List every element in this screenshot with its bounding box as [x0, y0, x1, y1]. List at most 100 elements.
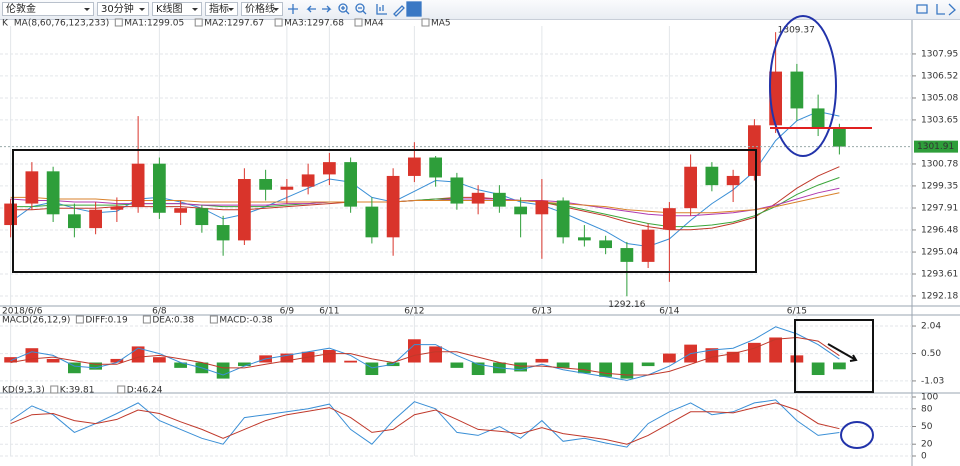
macd-bar: [769, 337, 782, 363]
macd-bar: [110, 358, 124, 363]
macd-bar: [344, 360, 357, 363]
price-line-select[interactable]: 价格线: [241, 2, 283, 16]
candle-body: [429, 157, 442, 178]
macd-bar: [323, 349, 336, 363]
macd-bar: [811, 362, 825, 376]
candle-body: [301, 174, 315, 187]
legend-check: [117, 385, 126, 394]
candle-body: [323, 162, 336, 175]
candle-body: [46, 171, 60, 215]
y-tick-label: 1299.35: [921, 181, 958, 191]
period-select[interactable]: 30分钟: [97, 2, 149, 16]
candle-body: [663, 208, 676, 230]
macd-bar: [450, 362, 464, 368]
candle-body: [259, 179, 272, 190]
legend-entry: K:39.81: [60, 386, 95, 396]
macd-bar: [556, 362, 570, 368]
indicator-line: [10, 326, 840, 381]
indicator-select[interactable]: 指标: [205, 2, 238, 16]
frame: [0, 20, 960, 466]
macd-bar: [641, 362, 655, 367]
x-tick-label: 6/11: [319, 307, 339, 317]
candle-body: [556, 200, 570, 238]
indicator-label: K: [2, 19, 9, 29]
macd-bar: [599, 362, 612, 377]
macd-bar: [620, 362, 634, 379]
high-label: 1309.37: [778, 26, 815, 36]
macd-bar: [408, 339, 421, 363]
macd-bar: [790, 355, 804, 363]
candle-body: [705, 166, 719, 186]
legend-entry: MA4: [364, 19, 384, 29]
last-price-box: [914, 140, 958, 153]
range-box: [12, 149, 757, 273]
x-tick-label: 6/13: [532, 307, 552, 317]
macd-bar: [216, 362, 230, 379]
low-label: 1292.16: [608, 300, 645, 310]
indicator-label: KD(9,3,3): [2, 386, 45, 396]
macd-box: [794, 319, 874, 393]
last-price-label: 1301.91: [917, 142, 954, 152]
symbol-select[interactable]: 伦敦金: [2, 2, 94, 16]
y-tick-label: 1293.61: [921, 270, 958, 280]
candle-body: [195, 208, 209, 226]
y-tick-label: 100: [921, 393, 938, 403]
candle-body: [153, 163, 166, 213]
candle-body: [514, 206, 527, 215]
legend-check: [354, 18, 363, 27]
legend-entry: MA2:1297.67: [204, 19, 264, 29]
macd-bar: [514, 362, 527, 372]
macd-bar: [89, 362, 102, 370]
kd-circle: [840, 421, 874, 449]
macd-bar: [365, 362, 379, 376]
candle-body: [386, 175, 400, 238]
indicator-params: MA(8,60,76,123,233): [14, 19, 109, 29]
legend-entry: DIFF:0.19: [85, 316, 128, 326]
arrow: [827, 343, 858, 362]
y-tick-label: 50: [921, 422, 933, 432]
y-tick-label: 1297.91: [921, 204, 958, 214]
candle-body: [408, 157, 421, 176]
candle-body: [599, 240, 612, 249]
candle-body: [25, 171, 39, 204]
y-tick-label: -1.03: [921, 376, 944, 386]
candle-body: [216, 225, 230, 241]
candle-body: [726, 175, 740, 186]
y-tick-label: 80: [921, 404, 933, 414]
y-tick-label: 2.04: [921, 322, 941, 332]
candle-body: [578, 237, 591, 241]
candle-body: [471, 192, 485, 204]
x-tick-label: 2018/6/6: [2, 307, 43, 317]
y-tick-label: 1306.52: [921, 71, 958, 81]
y-tick-label: 1295.04: [921, 248, 958, 258]
chart-type-select[interactable]: K线图: [152, 2, 202, 16]
macd-bar: [153, 357, 166, 363]
x-tick-label: 6/15: [787, 307, 807, 317]
macd-bar: [705, 348, 719, 363]
toolbar-icons[interactable]: [288, 1, 956, 17]
legend-entry: D:46.24: [127, 386, 163, 396]
ma-line: [10, 192, 840, 214]
candle-body: [450, 177, 464, 204]
legend-check: [421, 18, 430, 27]
highlight-ellipse: [769, 15, 837, 157]
legend-check: [114, 18, 123, 27]
candle-body: [620, 248, 634, 262]
toolbar: 伦敦金 30分钟 K线图 指标 价格线: [0, 0, 960, 20]
candle-body: [684, 166, 697, 209]
macd-bar: [280, 353, 294, 363]
candle-body: [790, 71, 804, 109]
y-tick-label: 1292.18: [921, 291, 958, 301]
indicator-line: [10, 336, 840, 376]
macd-bar: [25, 348, 39, 363]
y-tick-label: 1296.48: [921, 225, 958, 235]
x-tick-label: 6/14: [659, 307, 679, 317]
legend-check: [50, 385, 59, 394]
candle-body: [493, 192, 506, 207]
y-tick-label: 20: [921, 440, 933, 450]
macd-bar: [174, 362, 187, 368]
legend-check: [274, 18, 283, 27]
annotations: [12, 15, 874, 449]
y-tick-label: 1303.65: [921, 115, 958, 125]
